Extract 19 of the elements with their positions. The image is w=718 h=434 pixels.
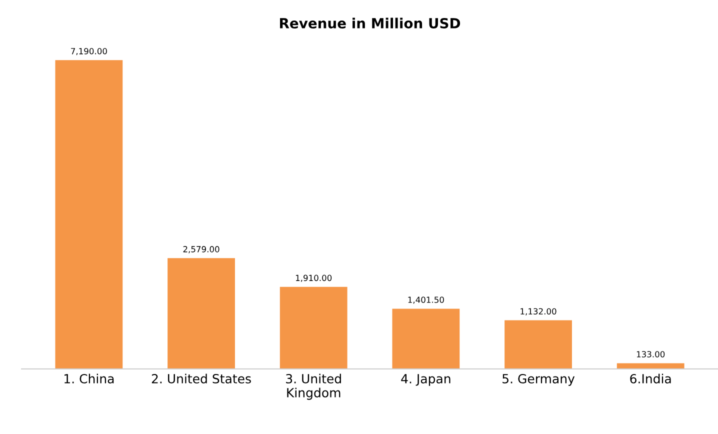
x-tick-label: 4. Japan xyxy=(401,374,450,386)
bar xyxy=(55,60,123,369)
data-label: 1,910.00 xyxy=(296,274,332,282)
data-label: 2,579.00 xyxy=(183,246,220,254)
bar xyxy=(616,363,684,369)
data-label: 1,132.00 xyxy=(520,308,556,316)
bar xyxy=(280,286,348,369)
bar xyxy=(168,258,235,369)
chart-title: Revenue in Million USD xyxy=(280,18,460,28)
bar xyxy=(504,320,572,369)
x-tick-label: 1. China xyxy=(64,374,114,384)
x-tick-label: 5. Germany xyxy=(502,374,575,386)
bar xyxy=(392,308,460,369)
x-tick-label: 3. United Kingdom xyxy=(286,374,341,400)
data-label: 1,401.50 xyxy=(408,296,444,304)
data-label: 133.00 xyxy=(636,351,665,358)
x-tick-label: 2. United States xyxy=(152,374,251,384)
x-tick-label: 6.India xyxy=(630,374,671,384)
data-label: 7,190.00 xyxy=(71,48,107,56)
